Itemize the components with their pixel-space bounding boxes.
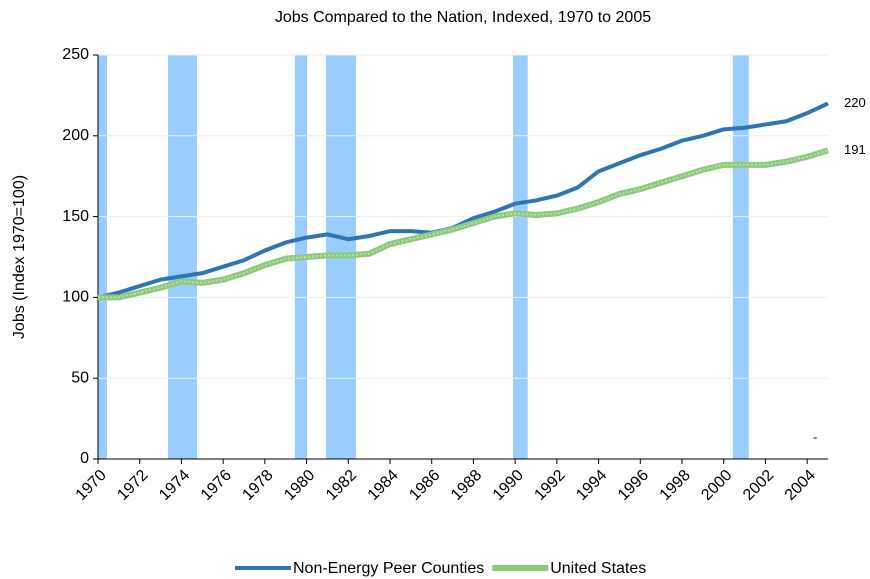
shaded-period (98, 55, 107, 459)
x-tick-label: 2000 (698, 467, 735, 504)
x-tick-label: 1982 (323, 467, 360, 504)
y-tick-label: 50 (71, 369, 89, 386)
annotation: - (813, 429, 817, 444)
x-tick-label: 1988 (448, 467, 485, 504)
end-label: 220 (844, 95, 866, 110)
x-tick-label: 1996 (615, 467, 652, 504)
x-tick-label: 2002 (740, 467, 777, 504)
x-tick-label: 1990 (490, 467, 527, 504)
shaded-period (168, 55, 198, 459)
chart-title: Jobs Compared to the Nation, Indexed, 19… (275, 9, 651, 26)
y-tick-label: 0 (80, 450, 89, 467)
end-label: 191 (844, 142, 866, 157)
x-tick-label: 1980 (281, 467, 318, 504)
y-tick-label: 150 (62, 208, 89, 225)
x-tick-label: 1974 (156, 467, 193, 504)
shaded-period (513, 55, 528, 459)
y-tick-label: 200 (62, 127, 89, 144)
x-tick-label: 1992 (531, 467, 568, 504)
legend-label: Non-Energy Peer Counties (293, 560, 484, 577)
series-line (97, 101, 829, 300)
y-axis-label: Jobs (Index 1970=100) (11, 175, 28, 339)
series-line-texture (98, 149, 829, 299)
x-tick-label: 1998 (657, 467, 694, 504)
x-tick-label: 1986 (406, 467, 443, 504)
x-tick-label: 1984 (365, 467, 402, 504)
legend-label: United States (550, 560, 646, 577)
x-tick-label: 1972 (114, 467, 151, 504)
x-tick-label: 2004 (782, 467, 819, 504)
x-tick-label: 1976 (198, 467, 235, 504)
y-tick-label: 100 (62, 289, 89, 306)
series-line (98, 147, 829, 301)
x-tick-label: 1978 (239, 467, 276, 504)
x-tick-label: 1994 (573, 467, 610, 504)
y-tick-label: 250 (62, 46, 89, 63)
x-tick-label: 1970 (73, 467, 110, 504)
shaded-period (732, 55, 749, 459)
